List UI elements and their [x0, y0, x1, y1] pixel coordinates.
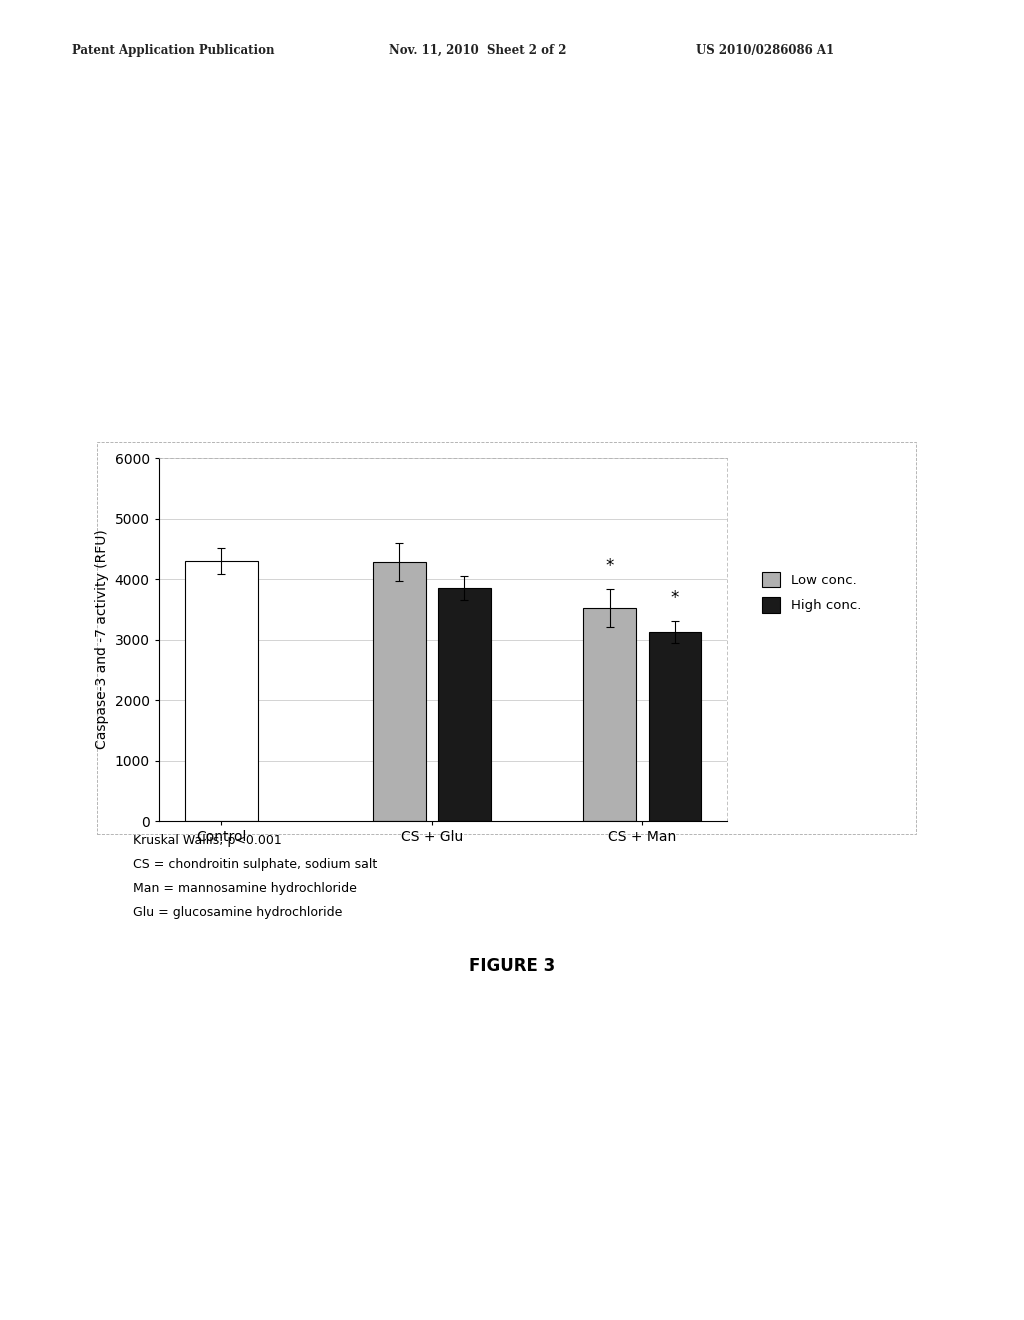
- Text: *: *: [605, 557, 613, 576]
- Bar: [648, 632, 701, 821]
- Bar: [584, 609, 636, 821]
- Y-axis label: Caspase-3 and -7 activity (RFU): Caspase-3 and -7 activity (RFU): [95, 529, 109, 750]
- Text: US 2010/0286086 A1: US 2010/0286086 A1: [696, 44, 835, 57]
- Text: Patent Application Publication: Patent Application Publication: [72, 44, 274, 57]
- Bar: [373, 562, 426, 821]
- Text: Kruskal Wallis; p<0.001: Kruskal Wallis; p<0.001: [133, 834, 282, 847]
- Text: *: *: [671, 590, 679, 607]
- Text: Man = mannosamine hydrochloride: Man = mannosamine hydrochloride: [133, 882, 357, 895]
- Bar: [184, 561, 258, 821]
- Bar: [438, 589, 490, 821]
- Text: FIGURE 3: FIGURE 3: [469, 957, 555, 975]
- Text: Glu = glucosamine hydrochloride: Glu = glucosamine hydrochloride: [133, 906, 342, 919]
- Text: CS = chondroitin sulphate, sodium salt: CS = chondroitin sulphate, sodium salt: [133, 858, 378, 871]
- Legend: Low conc., High conc.: Low conc., High conc.: [757, 566, 866, 618]
- Text: Nov. 11, 2010  Sheet 2 of 2: Nov. 11, 2010 Sheet 2 of 2: [389, 44, 566, 57]
